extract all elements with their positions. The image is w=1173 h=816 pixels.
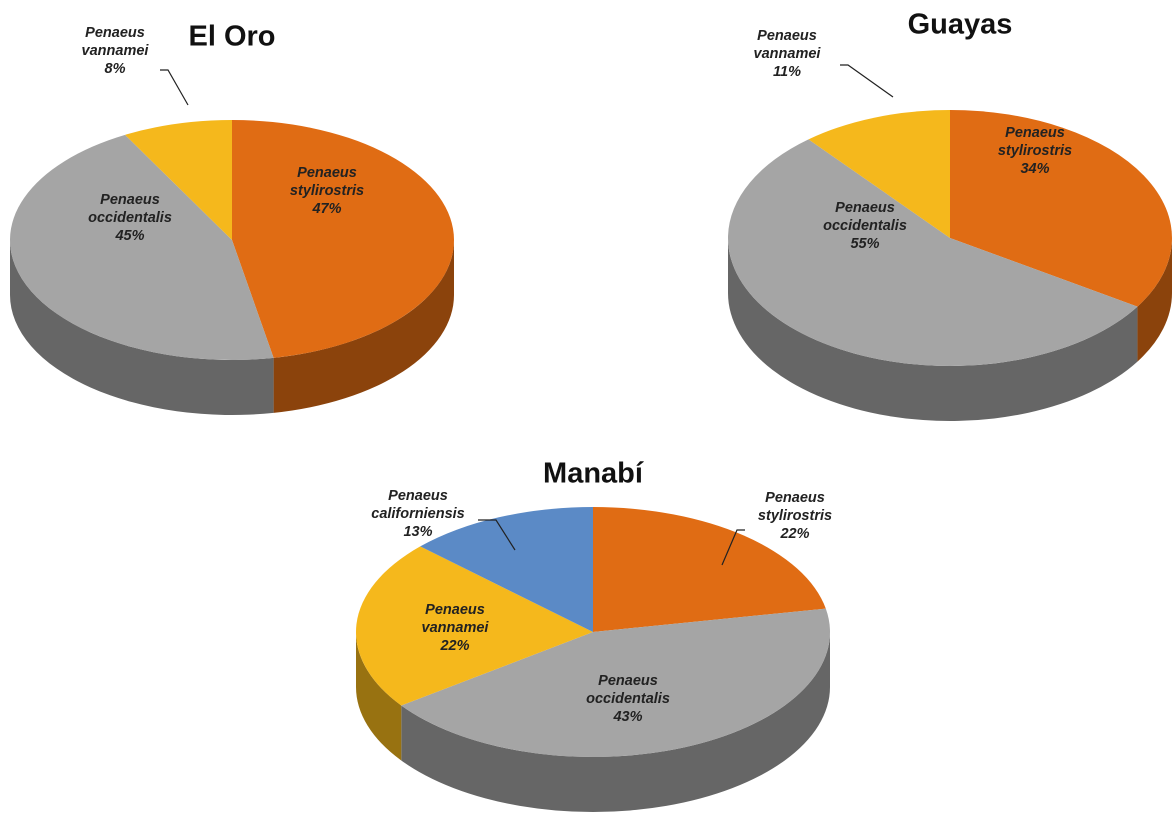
chart-title: El Oro [188, 21, 275, 53]
leader-line [840, 64, 894, 98]
slice [950, 110, 1172, 307]
slice [593, 507, 826, 632]
slice-side [273, 240, 454, 413]
slice-label: Penaeus vannamei [422, 602, 490, 636]
value-label: 8% [105, 61, 126, 77]
slice-label: Penaeus vannamei [754, 28, 822, 62]
slice [125, 120, 232, 240]
leader-line [478, 519, 516, 551]
slice-label: Penaeus stylirostris [998, 125, 1072, 159]
value-label: 45% [114, 228, 144, 244]
value-label: 13% [403, 524, 432, 540]
value-label: 43% [612, 709, 642, 725]
slice-label: Penaeus vannamei [82, 25, 150, 59]
slice-label: Penaeus stylirostris [290, 165, 364, 199]
chart-title: Guayas [908, 9, 1013, 41]
value-label: 22% [439, 638, 469, 654]
slice-side [10, 240, 274, 416]
value-label: 11% [773, 64, 801, 80]
slice [728, 139, 1138, 367]
chart-title: Manabí [543, 458, 644, 490]
value-label: 34% [1020, 161, 1049, 177]
slice-label: Penaeus occidentalis [586, 673, 670, 707]
slice-side [728, 238, 1138, 421]
slice [420, 507, 593, 632]
leader-line [721, 529, 745, 566]
slice-label: Penaeus occidentalis [823, 200, 907, 234]
value-label: 47% [311, 201, 341, 217]
slice-side [401, 632, 830, 812]
slice-side [1137, 238, 1172, 362]
slice [356, 546, 593, 706]
value-label: 55% [850, 236, 879, 252]
leader-line [160, 69, 189, 106]
slice-label: Penaeus occidentalis [88, 192, 172, 226]
slice-label: Penaeus stylirostris [758, 490, 832, 524]
slice-side [356, 632, 402, 761]
slice [232, 120, 455, 358]
slice [9, 134, 274, 361]
slice [401, 608, 830, 758]
value-label: 22% [779, 526, 809, 542]
slice-label: Penaeus californiensis [371, 488, 464, 522]
slice [808, 110, 950, 238]
